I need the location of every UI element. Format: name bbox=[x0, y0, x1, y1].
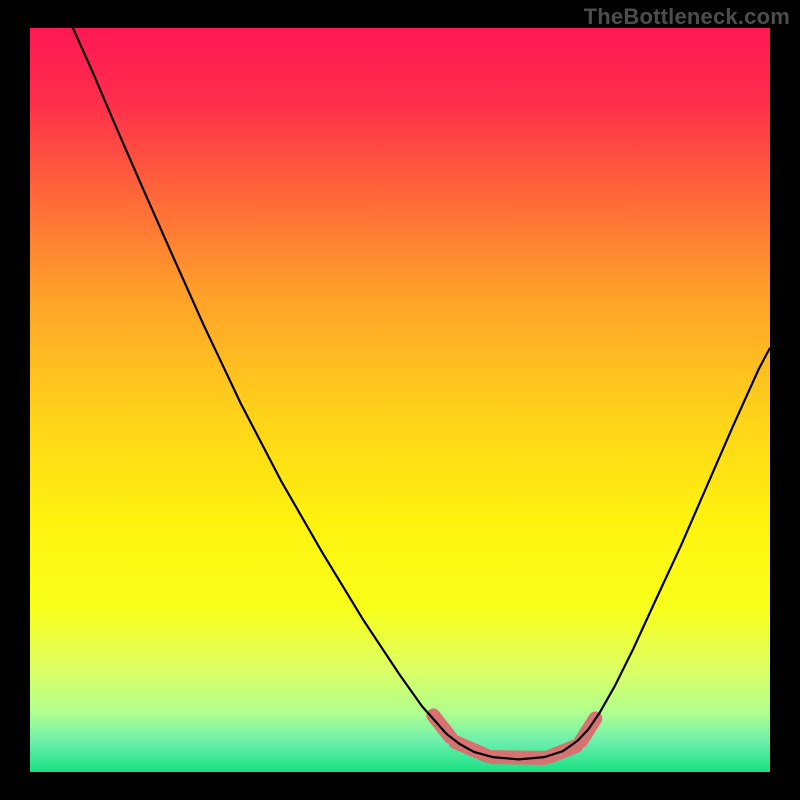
watermark-text: TheBottleneck.com bbox=[584, 4, 790, 30]
chart-stage: TheBottleneck.com bbox=[0, 0, 800, 800]
bottleneck-curve-chart bbox=[0, 0, 800, 800]
plot-background bbox=[30, 28, 770, 772]
